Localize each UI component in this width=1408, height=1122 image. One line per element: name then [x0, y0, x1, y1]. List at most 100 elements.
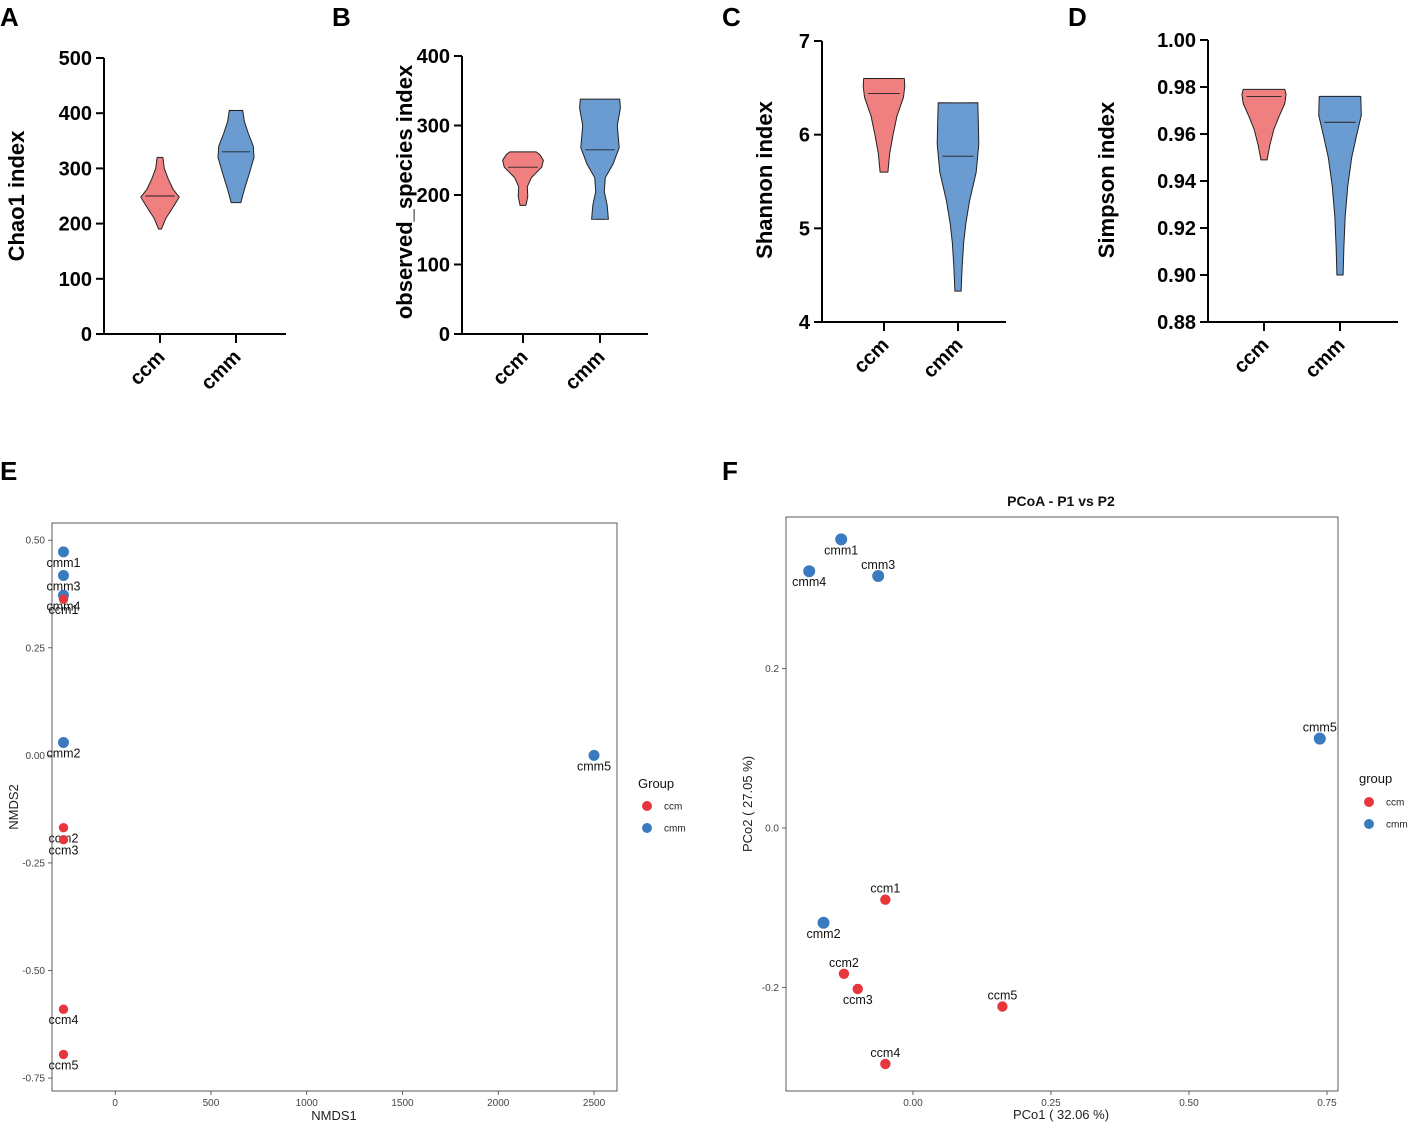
axes: 0 100 200 300 400 500 ccm cmm — [59, 48, 286, 395]
y-tick-label: 100 — [59, 269, 92, 291]
point-label: ccm4 — [870, 1046, 900, 1060]
point-label: cmm1 — [824, 543, 858, 557]
legend-marker-ccm — [1364, 797, 1374, 807]
x-tick-label: 1000 — [296, 1098, 319, 1109]
y-tick-label: 500 — [59, 48, 92, 70]
y-tick-label: 200 — [417, 185, 450, 207]
point-label: ccm1 — [870, 882, 900, 896]
panel-c-shannon: C Shannon index 4 5 6 7 ccm cmm — [722, 2, 1006, 383]
x-category-label: ccm — [126, 346, 170, 390]
y-tick-label: 7 — [799, 31, 810, 53]
x-tick-label: 2500 — [583, 1098, 606, 1109]
y-tick-label: -0.25 — [22, 858, 45, 869]
y-tick-label: 4 — [799, 312, 811, 334]
y-axis-label: Simpson index — [1094, 101, 1119, 258]
panel-b-observed-species: B observed_species index 0 100 200 300 400 cc… — [332, 2, 648, 395]
y-tick-label: 0.96 — [1157, 124, 1196, 146]
point-ccm1 — [880, 894, 890, 904]
y-tick-label: 0.98 — [1157, 77, 1196, 99]
point-label: ccm3 — [843, 993, 873, 1007]
x-tick-label: 1500 — [391, 1098, 414, 1109]
x-category-label: cmm — [197, 346, 246, 395]
panel-label: F — [722, 456, 738, 486]
legend-label: ccm — [1386, 798, 1404, 809]
legend-marker-cmm — [1364, 819, 1374, 829]
point-label: ccm3 — [49, 844, 79, 858]
point-ccm5 — [997, 1001, 1007, 1011]
point-label: cmm4 — [792, 575, 826, 589]
point-label: cmm2 — [46, 746, 80, 760]
x-tick-label: 0.50 — [1179, 1098, 1199, 1109]
x-tick-label: 0.25 — [1041, 1098, 1061, 1109]
ticks: 0.00 0.25 0.50 0.75 -0.2 0.0 0.2 — [762, 664, 1337, 1109]
y-axis-label: Chao1 index — [4, 130, 29, 262]
chart-title: PCoA - P1 vs P2 — [1007, 493, 1115, 509]
panel-d-simpson: D Simpson index 0.88 0.90 0.92 0.94 0.96 0.98… — [1068, 2, 1398, 383]
y-tick-label: 0.92 — [1157, 218, 1196, 240]
y-tick-label: 0.0 — [765, 823, 779, 834]
legend-label: ccm — [664, 802, 682, 813]
legend-marker-cmm — [642, 823, 652, 833]
legend-title: Group — [638, 776, 674, 791]
violin-ccm — [1242, 89, 1286, 160]
y-tick-label: 0.25 — [26, 643, 46, 654]
plot-frame — [52, 523, 617, 1091]
y-axis-label: PCo2 ( 27.05 %) — [740, 756, 755, 852]
points: cmm1cmm3cmm4ccm1cmm2cmm5ccm2ccm3ccm4ccm5 — [46, 546, 611, 1072]
y-axis-label: observed_species index — [392, 64, 417, 319]
y-tick-label: -0.2 — [762, 983, 780, 994]
panel-label: D — [1068, 2, 1087, 32]
violins — [863, 78, 979, 291]
y-tick-label: 400 — [417, 46, 450, 68]
y-tick-label: 0.90 — [1157, 265, 1196, 287]
panel-label: A — [0, 2, 19, 32]
y-tick-label: 100 — [417, 255, 450, 277]
ticks: 0 500 1000 1500 2000 2500 -0.75 -0.50 -0.25 0.00 0… — [22, 536, 605, 1109]
x-category-label: cmm — [561, 346, 610, 395]
y-axis-label: NMDS2 — [6, 784, 21, 830]
y-tick-label: 200 — [59, 214, 92, 236]
legend-label: cmm — [1386, 820, 1408, 831]
point-label: cmm3 — [861, 558, 895, 572]
x-axis-label: PCo1 ( 32.06 %) — [1013, 1107, 1109, 1122]
panel-e-nmds: E NMDS1 NMDS2 Group 0 500 1000 1500 2000 2500… — [0, 456, 686, 1122]
violin-ccm — [141, 157, 179, 229]
point-label: cmm5 — [1303, 721, 1337, 735]
panel-label: E — [0, 456, 17, 486]
x-category-label: cmm — [1301, 334, 1350, 383]
violin-cmm — [580, 99, 621, 219]
y-tick-label: 6 — [799, 125, 810, 147]
y-tick-label: 5 — [799, 218, 810, 240]
point-ccm4 — [880, 1059, 890, 1069]
violin-ccm — [503, 152, 544, 206]
y-tick-label: 0.2 — [765, 664, 779, 675]
violin-ccm — [863, 78, 905, 172]
x-category-label: ccm — [489, 346, 533, 390]
y-tick-label: 0.00 — [26, 751, 46, 762]
y-tick-label: 0 — [439, 324, 450, 346]
point-label: ccm5 — [49, 1058, 79, 1072]
y-axis-label: Shannon index — [752, 100, 777, 258]
x-tick-label: 2000 — [487, 1098, 510, 1109]
panel-label: B — [332, 2, 351, 32]
violin-cmm — [937, 103, 979, 291]
violins — [1242, 89, 1361, 275]
axes: 0 100 200 300 400 ccm cmm — [417, 46, 648, 395]
y-tick-label: 300 — [59, 158, 92, 180]
legend: ccm cmm — [642, 801, 686, 835]
violins — [141, 110, 254, 229]
point-label: ccm1 — [49, 603, 79, 617]
x-tick-label: 0 — [112, 1098, 118, 1109]
violins — [503, 99, 621, 219]
y-tick-label: 0.50 — [26, 536, 46, 547]
y-tick-label: 0.94 — [1157, 171, 1197, 193]
violin-cmm — [218, 110, 254, 202]
x-axis-label: NMDS1 — [311, 1108, 357, 1122]
point-label: ccm4 — [49, 1013, 79, 1027]
y-tick-label: 0 — [81, 324, 92, 346]
legend-label: cmm — [664, 824, 686, 835]
point-label: ccm2 — [829, 956, 859, 970]
axes: 0.88 0.90 0.92 0.94 0.96 0.98 1.00 ccm cmm — [1157, 30, 1398, 383]
legend-marker-ccm — [642, 801, 652, 811]
